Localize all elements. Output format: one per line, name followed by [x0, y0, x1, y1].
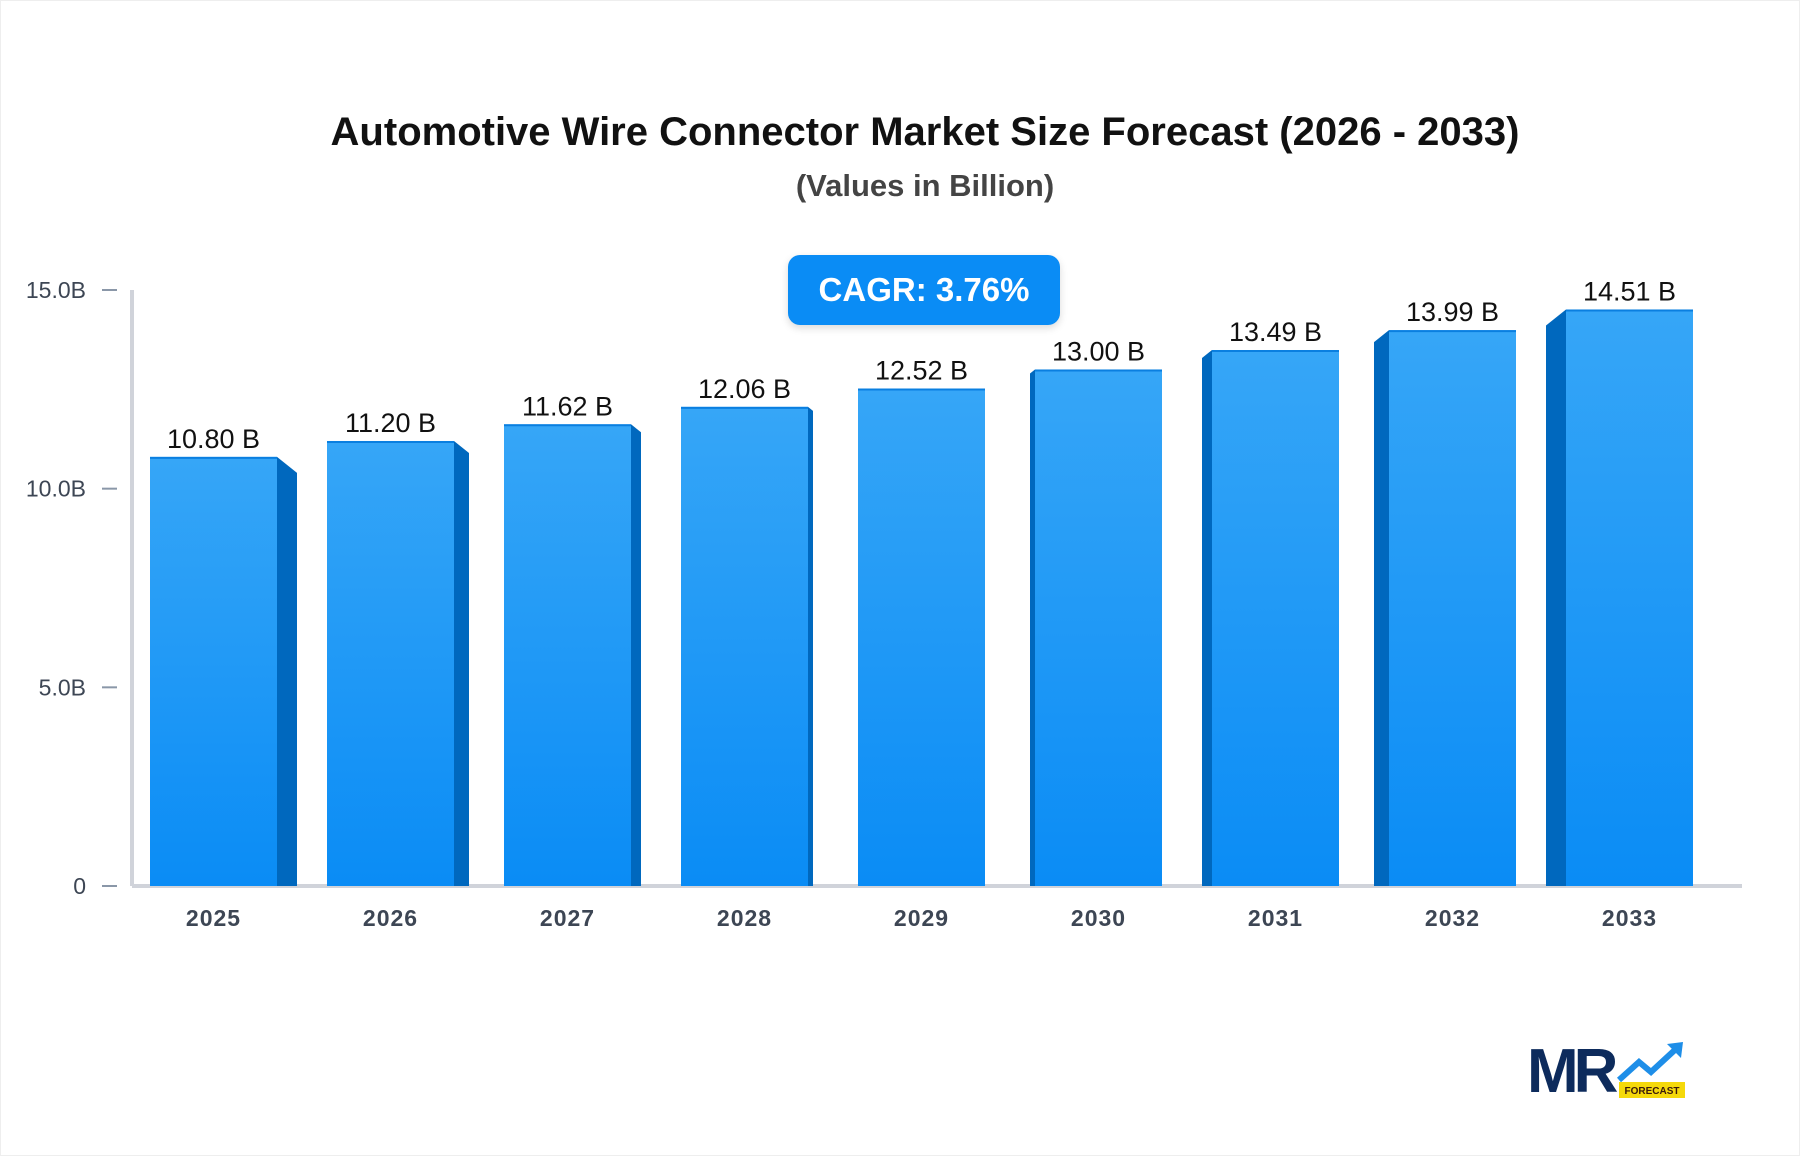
- x-tick-label: 2030: [1071, 905, 1126, 931]
- data-label: 13.49 B: [1229, 317, 1322, 347]
- bar-side: [1374, 330, 1389, 886]
- x-tick-label: 2032: [1425, 905, 1480, 931]
- bar-side: [454, 440, 469, 886]
- x-tick-label: 2027: [540, 905, 595, 931]
- bar-side: [1546, 309, 1566, 886]
- data-label: 13.00 B: [1052, 336, 1145, 366]
- x-tick-label: 2029: [894, 905, 949, 931]
- chart-subtitle: (Values in Billion): [795, 168, 1055, 203]
- data-label: 11.20 B: [345, 408, 436, 438]
- bar: [327, 440, 454, 886]
- bar: [1389, 330, 1516, 886]
- bar: [504, 424, 631, 886]
- bar-side: [1202, 349, 1212, 887]
- chart-title: Automotive Wire Connector Market Size Fo…: [330, 110, 1520, 154]
- x-tick-label: 2031: [1248, 905, 1303, 931]
- data-label: 10.80 B: [167, 424, 260, 454]
- data-label: 11.62 B: [522, 391, 613, 421]
- y-tick-label: 5.0B: [39, 674, 86, 700]
- x-tick-label: 2026: [363, 905, 418, 931]
- data-label: 12.52 B: [875, 356, 968, 386]
- y-tick-label: 15.0B: [26, 277, 86, 303]
- bar: [150, 456, 277, 886]
- bar-side: [277, 456, 297, 886]
- bar: [1566, 309, 1693, 886]
- bar: [681, 406, 808, 886]
- bar: [1035, 369, 1162, 886]
- x-tick-label: 2033: [1602, 905, 1657, 931]
- bar: [858, 388, 985, 886]
- data-label: 12.06 B: [698, 374, 791, 404]
- bar: [1212, 349, 1339, 887]
- bar-side: [808, 406, 813, 886]
- svg-text:FORECAST: FORECAST: [1625, 1086, 1680, 1097]
- x-tick-label: 2028: [717, 905, 772, 931]
- x-tick-label: 2025: [186, 905, 241, 931]
- bar-side: [1030, 369, 1035, 886]
- data-label: 14.51 B: [1583, 276, 1676, 306]
- y-tick-label: 10.0B: [26, 476, 86, 502]
- svg-text:MR: MR: [1527, 1040, 1618, 1102]
- bar-side: [631, 424, 641, 886]
- mr-forecast-logo: MR FORECAST: [1527, 1040, 1685, 1102]
- data-label: 13.99 B: [1406, 297, 1499, 327]
- cagr-badge: CAGR: 3.76%: [788, 255, 1060, 325]
- y-tick-label: 0: [73, 873, 86, 899]
